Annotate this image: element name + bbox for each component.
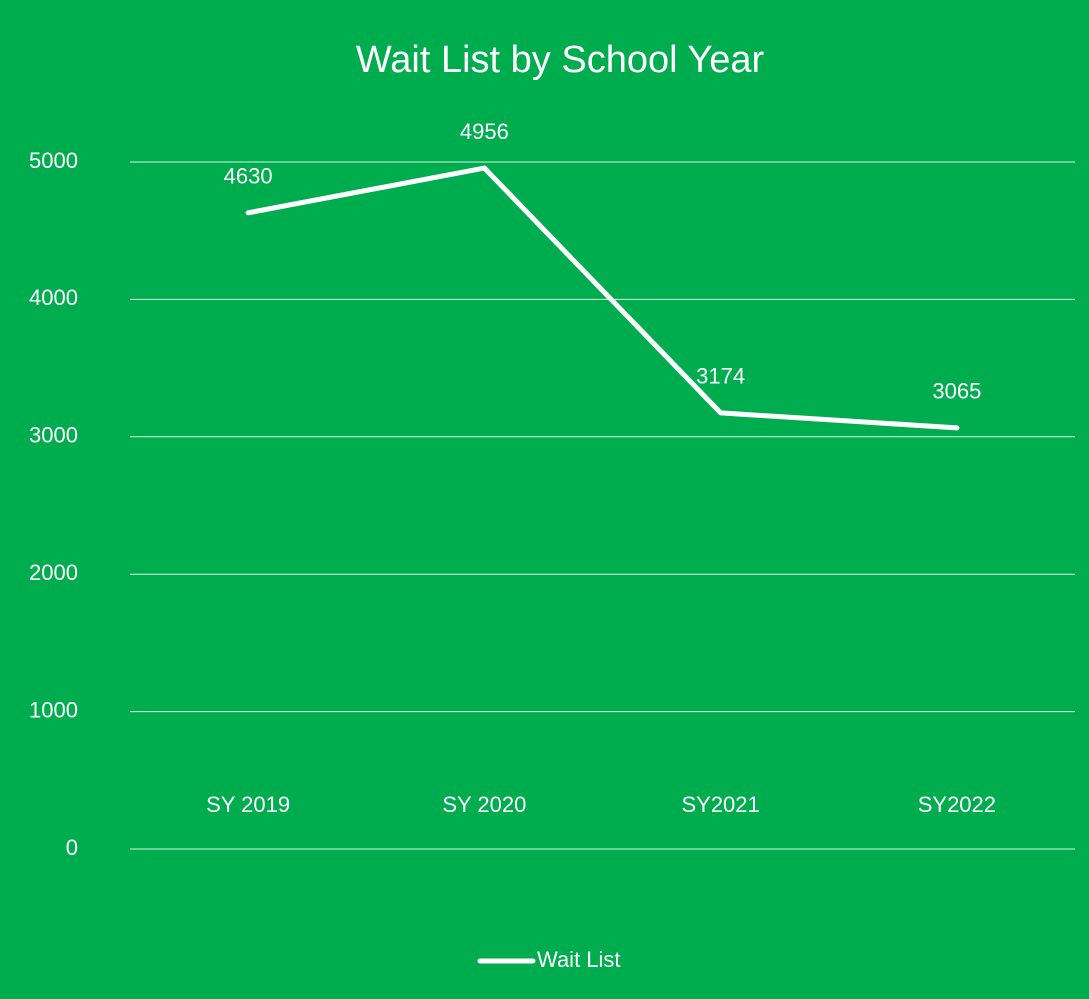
data-label: 3174 [696, 364, 745, 389]
y-tick-label: 1000 [29, 697, 78, 722]
x-tick-label: SY 2019 [206, 792, 290, 817]
x-tick-label: SY 2020 [442, 792, 526, 817]
y-tick-label: 0 [66, 835, 78, 860]
y-tick-label: 5000 [29, 148, 78, 173]
data-label: 4956 [460, 119, 509, 144]
y-tick-label: 3000 [29, 423, 78, 448]
chart-title: Wait List by School Year [356, 39, 765, 81]
x-tick-label: SY2022 [918, 792, 996, 817]
line-series [245, 165, 960, 431]
x-tick-label: SY2021 [681, 792, 759, 817]
data-label: 3065 [932, 379, 981, 404]
data-label: 4630 [224, 164, 273, 189]
y-tick-label: 2000 [29, 560, 78, 585]
y-tick-label: 4000 [29, 285, 78, 310]
legend-label: Wait List [537, 947, 621, 972]
